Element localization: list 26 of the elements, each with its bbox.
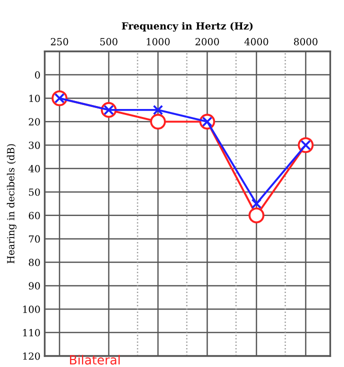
y-tick-label: 70	[29, 235, 40, 243]
x-tick-label: 1000	[146, 38, 170, 46]
y-tick-label: 40	[28, 165, 40, 172]
y-tick-label: 90	[28, 282, 40, 290]
x-tick-label: 2000	[196, 38, 219, 46]
x-tick-label: 8000	[294, 38, 318, 46]
y-tick-label: 50	[29, 188, 40, 196]
y-tick-label: 80	[28, 258, 40, 266]
x-tick-label: 250	[50, 38, 68, 46]
y-tick-label: 110	[23, 329, 40, 336]
y-tick-label: 60	[28, 212, 40, 220]
y-tick-label: 10	[29, 94, 40, 102]
point	[152, 104, 164, 116]
x-tick-label: 4000	[244, 38, 268, 46]
point	[251, 198, 262, 209]
y-tick-label: 20	[28, 118, 40, 126]
point	[150, 114, 166, 130]
y-tick-label: 100	[23, 306, 40, 313]
annotation: Bilateral	[70, 354, 120, 365]
y-tick-label: 120	[23, 352, 40, 360]
point	[248, 207, 264, 224]
y-tick-label: 0	[35, 71, 40, 79]
x-tick-label: 500	[100, 38, 118, 46]
y-axis-title: Hearing in decibels (dB)	[6, 144, 16, 264]
y-tick-label: 30	[28, 142, 40, 149]
x-axis-title: Frequency in Hertz (Hz)	[122, 22, 253, 32]
